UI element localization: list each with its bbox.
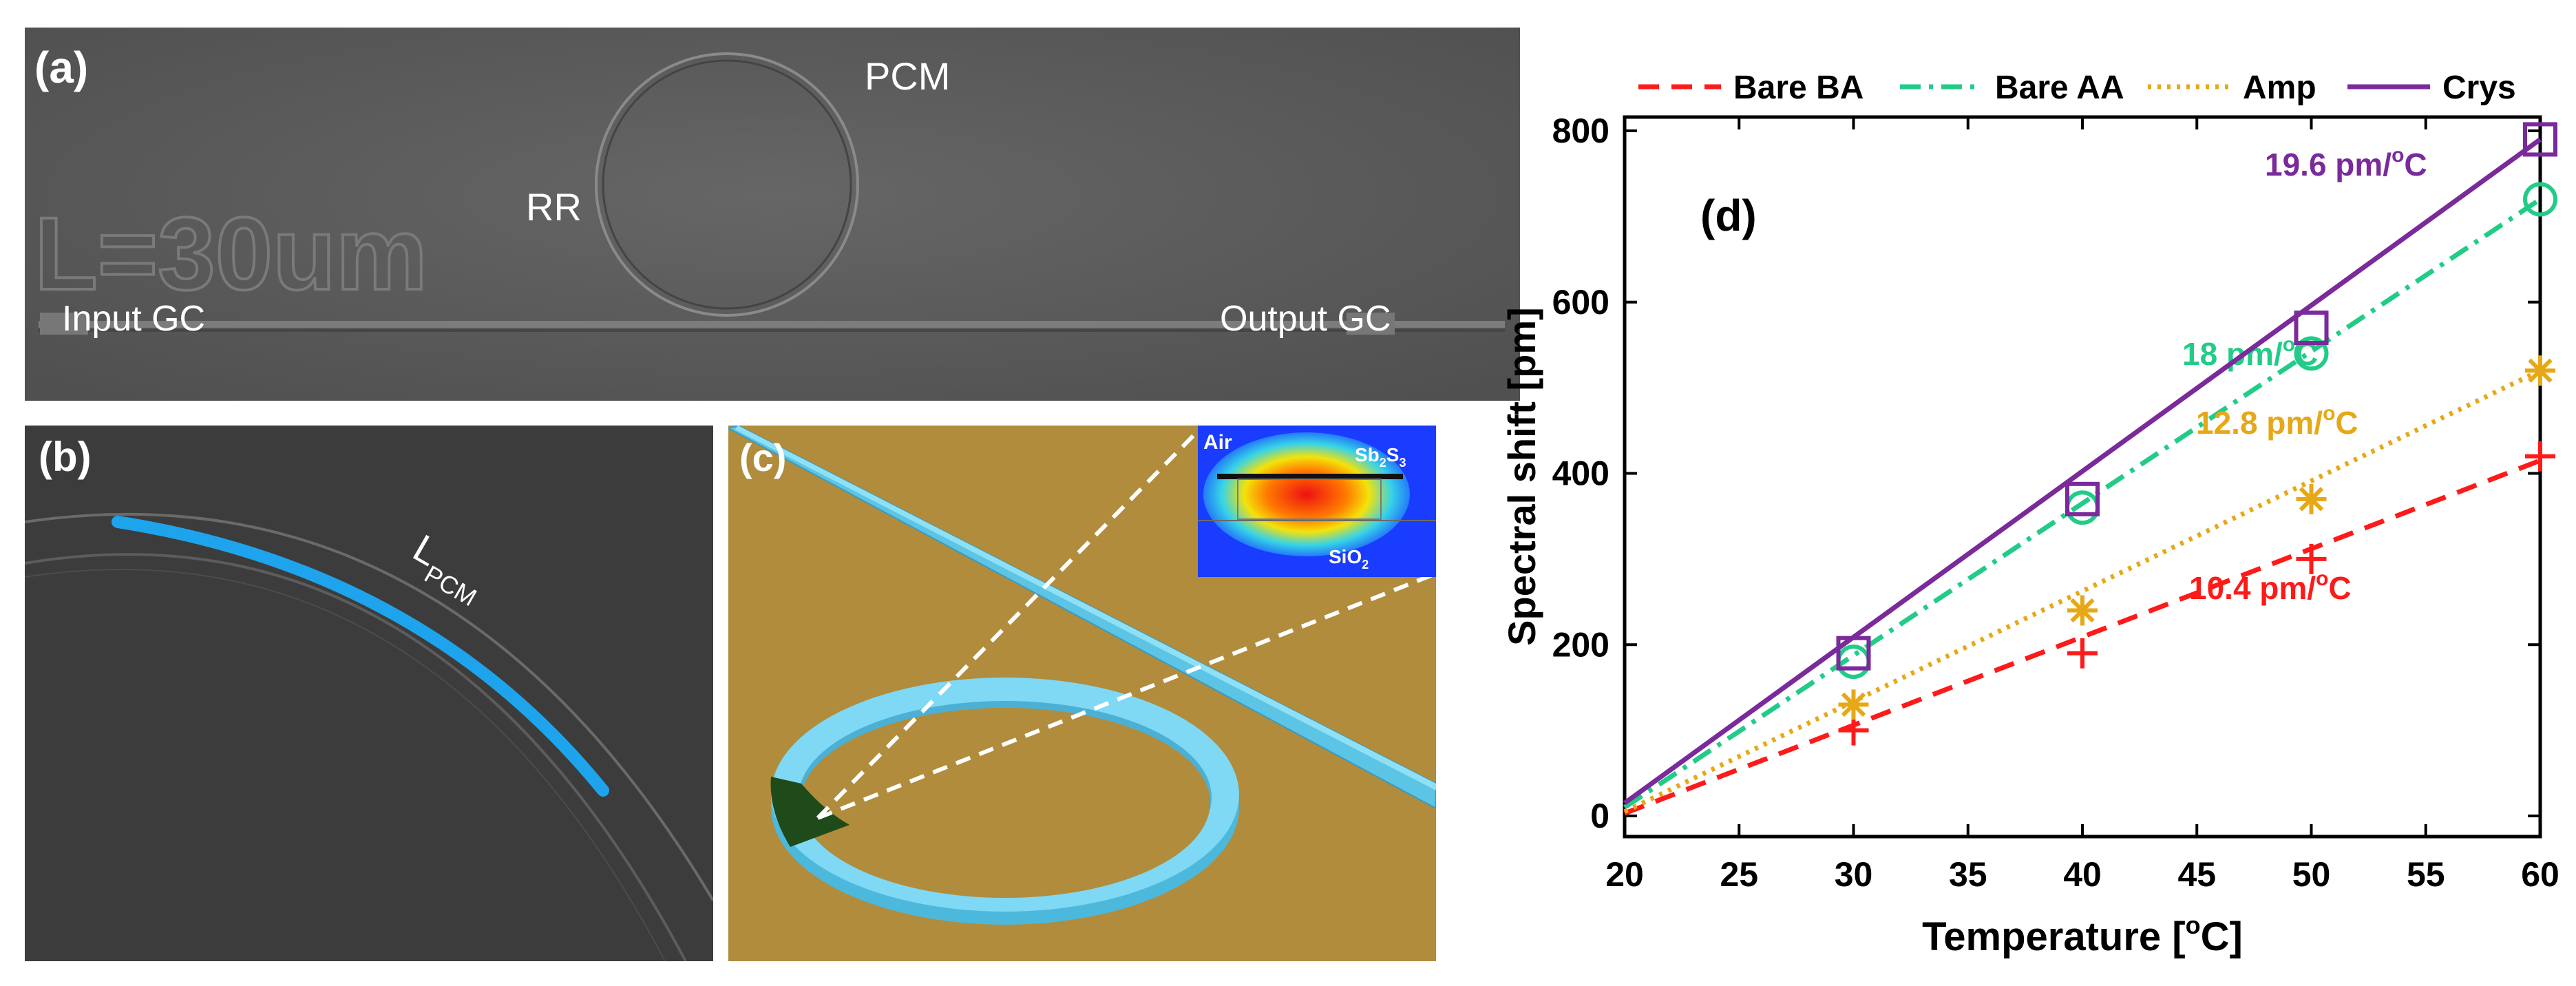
x-tick-label: 35 bbox=[1949, 855, 1987, 894]
panel-b-sem-image: (b) L PCM bbox=[25, 426, 713, 961]
panel-c-3d-model: Air Sb2S3 SiO2 (c) bbox=[728, 426, 1436, 961]
fit-line bbox=[1623, 197, 2542, 810]
series-crys: 19.6 pm/oC bbox=[1623, 122, 2557, 806]
y-tick-label: 200 bbox=[1552, 625, 1609, 664]
input-gc-label: Input GC bbox=[62, 299, 205, 339]
x-axis-label: Temperature [oC] bbox=[1922, 911, 2243, 959]
output-gc-label: Output GC bbox=[1220, 299, 1391, 339]
fit-line bbox=[1623, 137, 2542, 806]
data-point-marker bbox=[1836, 636, 1871, 671]
rr-label: RR bbox=[526, 185, 582, 229]
data-point-marker bbox=[2523, 182, 2557, 217]
legend-label: Crys bbox=[2442, 70, 2516, 106]
slope-annotation: 10.4 pm/oC bbox=[2189, 567, 2352, 606]
inset-sio-label: SiO2 bbox=[1329, 546, 1369, 571]
series-bare-aa: 18 pm/oC bbox=[1623, 182, 2557, 810]
data-point-marker bbox=[2294, 311, 2329, 346]
data-point-marker bbox=[2523, 122, 2557, 157]
pcm-segment bbox=[112, 516, 609, 797]
bus-waveguide-3d bbox=[728, 426, 1436, 810]
legend-entry: Crys bbox=[2347, 70, 2516, 106]
input-grating-coupler bbox=[40, 313, 88, 335]
x-tick-label: 60 bbox=[2521, 855, 2559, 894]
data-point-marker bbox=[2296, 483, 2327, 514]
panel-b-label: (b) bbox=[39, 434, 92, 480]
legend-entry: Bare AA bbox=[1900, 70, 2124, 106]
data-point-marker bbox=[2294, 336, 2329, 371]
data-point-marker bbox=[1838, 689, 1869, 720]
legend-label: Bare AA bbox=[1995, 70, 2124, 106]
x-tick-label: 25 bbox=[1720, 855, 1758, 894]
slope-annotation: 12.8 pm/oC bbox=[2196, 402, 2358, 441]
slope-annotation: 19.6 pm/oC bbox=[2265, 144, 2427, 182]
svg-text:Air: Air bbox=[1203, 431, 1232, 454]
data-point-marker bbox=[2525, 355, 2555, 386]
x-tick-label: 40 bbox=[2063, 855, 2102, 894]
series-amp: 12.8 pm/oC bbox=[1623, 355, 2555, 814]
legend-entry: Bare BA bbox=[1638, 70, 1864, 106]
output-grating-coupler bbox=[1347, 313, 1395, 335]
y-tick-label: 600 bbox=[1552, 283, 1609, 322]
x-tick-label: 45 bbox=[2177, 855, 2216, 894]
data-point-marker bbox=[2065, 481, 2100, 516]
y-tick-label: 400 bbox=[1552, 454, 1609, 493]
panel-a-label: (a) bbox=[34, 43, 88, 92]
data-point-marker bbox=[2296, 543, 2327, 574]
data-point-marker bbox=[2067, 638, 2098, 669]
pcm-patch-3d bbox=[770, 777, 849, 847]
series-bare-ba: 10.4 pm/oC bbox=[1623, 441, 2555, 816]
mode-profile-inset: Air Sb2S3 SiO2 bbox=[1198, 426, 1436, 577]
y-tick-label: 0 bbox=[1590, 797, 1609, 835]
plot-area-frame bbox=[1623, 115, 2542, 839]
fit-line bbox=[1623, 368, 2542, 814]
legend-entry: Amp bbox=[2148, 70, 2316, 106]
data-point-marker bbox=[1838, 715, 1869, 746]
y-axis-label: Spectral shift [pm] bbox=[1500, 307, 1543, 646]
bus-waveguide bbox=[39, 321, 1505, 328]
spectral-shift-chart: Bare BA Bare AA Amp Crys 20 25 30 35 40 45 50 55 60… bbox=[1500, 70, 2559, 959]
panel-a-sem-image: L=30um (a) PCM RR Input GC Output GC bbox=[25, 28, 1520, 401]
x-tick-label: 30 bbox=[1835, 855, 1873, 894]
ring-resonator bbox=[595, 52, 859, 317]
ring-edge-inner bbox=[25, 553, 687, 961]
panel-d-label: (d) bbox=[1700, 191, 1757, 240]
data-point-marker bbox=[2067, 595, 2098, 626]
x-tick-label: 50 bbox=[2292, 855, 2331, 894]
x-tick-label: 55 bbox=[2407, 855, 2445, 894]
panel-c-label: (c) bbox=[739, 436, 786, 479]
inset-sb-label: Sb2S3 bbox=[1355, 444, 1406, 470]
ring-3d-inner bbox=[800, 708, 1210, 898]
y-tick-label: 800 bbox=[1552, 112, 1609, 150]
panel-d-chart: Bare BA Bare AA Amp Crys 20 25 30 35 40 45 50 55 60… bbox=[1459, 41, 2576, 986]
engraving-text: L=30um bbox=[34, 196, 427, 311]
x-tick-label: 20 bbox=[1605, 855, 1644, 894]
legend-label: Amp bbox=[2243, 70, 2316, 106]
legend-label: Bare BA bbox=[1733, 70, 1864, 106]
ring-edge-outer bbox=[25, 513, 713, 902]
pcm-label: PCM bbox=[865, 54, 950, 98]
data-point-marker bbox=[2525, 441, 2555, 472]
